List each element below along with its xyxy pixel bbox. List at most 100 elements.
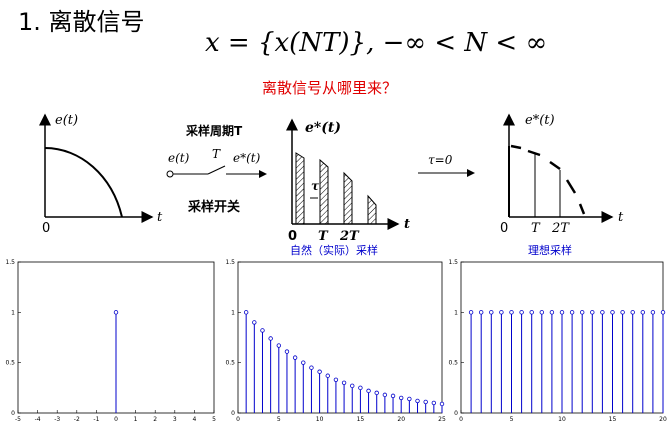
x-tick-label: 0 <box>114 416 118 423</box>
tau-label: τ <box>311 179 320 193</box>
x-tick-label: -1 <box>93 416 99 423</box>
x-tick-label: -2 <box>74 416 80 423</box>
stem-marker <box>276 343 281 348</box>
stem-marker <box>479 310 484 315</box>
t-axis-label: t <box>157 210 163 225</box>
tau-zero-label: τ=0 <box>428 153 453 167</box>
stem-marker <box>309 365 314 370</box>
natural-sampling-caption: 自然（实际）采样 <box>290 243 378 257</box>
stem-marker <box>519 310 524 315</box>
stem-marker <box>569 310 575 315</box>
origin-label: 0 <box>500 221 508 236</box>
x-tick-label: 5 <box>212 416 216 423</box>
stem-marker <box>366 388 371 394</box>
stem-chart-1: -5 -4 -3 -2 -1 0 1 2 3 4 5 0 0.5 1 1.5 <box>5 259 216 423</box>
y-tick-label: 1 <box>11 309 15 316</box>
2T-tick-label: 2T <box>339 229 360 244</box>
x-tick-label: 4 <box>192 416 196 423</box>
T-tick-label: T <box>531 221 541 236</box>
x-tick-label: 0 <box>459 416 463 423</box>
stem-marker <box>660 310 666 315</box>
y-tick-label: 1 <box>454 309 458 316</box>
T-tick-label: T <box>318 229 329 244</box>
stem-marker <box>374 390 379 396</box>
stem-chart-2: 0 5 10 15 20 25 0 0.5 1 1.5 <box>225 259 446 423</box>
stem-marker <box>382 392 388 398</box>
stem-marker <box>284 349 290 354</box>
tau-zero-arrow: τ=0 <box>418 153 475 177</box>
switch-output-label: e*(t) <box>233 151 261 165</box>
x-tick-label: 20 <box>397 416 405 423</box>
stem-marker <box>268 336 273 341</box>
stem-marker <box>358 385 363 391</box>
origin-label: 0 <box>42 221 50 236</box>
stem-charts: -5 -4 -3 -2 -1 0 1 2 3 4 500.511.50 5 10 15 20 2500.511… <box>5 259 667 423</box>
stem-marker <box>468 310 474 315</box>
y-tick-label: 1.5 <box>5 259 15 266</box>
x-tick-label: 15 <box>609 416 617 423</box>
stem-marker <box>539 310 544 315</box>
sampling-period-label: 采样周期T <box>185 123 243 138</box>
sample-pulse-3 <box>367 194 377 225</box>
question-text: 离散信号从哪里来？ <box>262 79 398 97</box>
stem-marker <box>580 310 585 315</box>
x-tick-label: -4 <box>35 416 41 423</box>
stem-marker <box>260 328 265 333</box>
stem-marker <box>489 310 494 315</box>
stem-marker <box>423 399 428 405</box>
x-tick-label: 0 <box>236 416 240 423</box>
x-tick-label: 25 <box>438 416 446 423</box>
switch-T-label: T <box>212 147 221 161</box>
x-tick-label: 2 <box>153 416 157 423</box>
continuous-signal-panel: e(t) t 0 <box>39 113 163 236</box>
t-axis-label: t <box>404 217 410 232</box>
natural-sampling-panel: e*(t) τ t 0 T 2T 自然（实际）采样 <box>286 118 410 257</box>
stem-marker <box>243 310 249 315</box>
stem-marker <box>317 369 322 374</box>
stem-marker <box>431 400 437 406</box>
stem-marker <box>301 360 306 365</box>
x-tick-label: 15 <box>357 416 365 423</box>
x-tick-label: 20 <box>659 416 667 423</box>
page-title: 1. 离散信号 <box>18 8 145 36</box>
y-tick-label: 1.5 <box>225 259 235 266</box>
sampling-switch-panel: 采样周期T e(t) T e*(t) 采样开关 <box>166 123 267 215</box>
discrete-signal-formula: x = {x(NT)}, −∞ < N < ∞ <box>205 28 548 58</box>
stem-marker <box>529 310 534 315</box>
x-tick-label: 5 <box>510 416 514 423</box>
signal-label: e(t) <box>55 113 78 128</box>
signal-curve <box>44 147 123 218</box>
x-tick-label: 3 <box>173 416 177 423</box>
stem-marker <box>341 380 347 385</box>
switch-input-label: e(t) <box>168 151 190 165</box>
sample-pulse-0 <box>295 152 305 225</box>
stem-marker <box>292 355 298 360</box>
t-axis-label: t <box>618 210 624 225</box>
2T-tick-label: 2T <box>551 221 570 236</box>
stem-marker <box>350 383 355 389</box>
stem-marker <box>499 310 504 315</box>
plot-frame <box>237 261 443 414</box>
x-tick-label: 10 <box>558 416 566 423</box>
stem-marker <box>590 310 595 315</box>
y-tick-label: 0 <box>11 410 15 417</box>
y-tick-label: 1.5 <box>448 259 458 266</box>
stem-marker <box>640 310 645 315</box>
ideal-sample-label: e*(t) <box>525 113 555 128</box>
switch-caption: 采样开关 <box>187 199 240 215</box>
stem-marker <box>390 393 396 399</box>
stem-marker <box>600 310 605 315</box>
stem-marker <box>439 401 445 407</box>
y-tick-label: 1 <box>231 309 235 316</box>
sample-pulse-1 <box>319 158 329 225</box>
ideal-sampling-panel: e*(t) t 0 T 2T 理想采样 <box>500 113 624 257</box>
envelope-dashed <box>510 144 586 215</box>
stem-marker <box>325 373 330 378</box>
y-tick-label: 0 <box>231 410 235 417</box>
stem-marker <box>549 310 555 315</box>
origin-label: 0 <box>288 229 297 244</box>
stem-marker <box>252 320 257 325</box>
stem-marker <box>559 310 565 315</box>
stem-marker <box>630 310 635 315</box>
